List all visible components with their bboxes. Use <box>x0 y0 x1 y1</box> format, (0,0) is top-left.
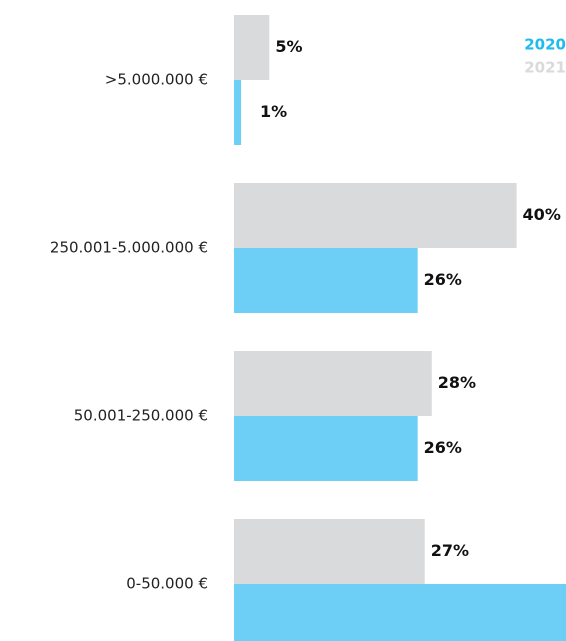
bar <box>234 248 418 313</box>
data-label: 28% <box>438 373 476 392</box>
bar <box>234 351 432 416</box>
data-label: 27% <box>431 541 469 560</box>
category-label: 250.001-5.000.000 € <box>50 239 208 257</box>
category-label: >5.000.000 € <box>105 71 208 89</box>
data-label: 26% <box>424 438 462 457</box>
bar <box>234 519 425 584</box>
bar <box>234 584 566 641</box>
legend-entry: 2020 <box>524 36 566 54</box>
bar <box>234 416 418 481</box>
data-label: 40% <box>523 205 561 224</box>
data-label: 26% <box>424 270 462 289</box>
bar <box>234 183 517 248</box>
category-label: 50.001-250.000 € <box>74 407 208 425</box>
category-label: 0-50.000 € <box>126 575 208 593</box>
bar <box>234 15 270 80</box>
data-label: 1% <box>260 102 287 121</box>
data-label: 5% <box>275 37 302 56</box>
legend-entry: 2021 <box>524 59 566 77</box>
bar <box>234 80 242 145</box>
